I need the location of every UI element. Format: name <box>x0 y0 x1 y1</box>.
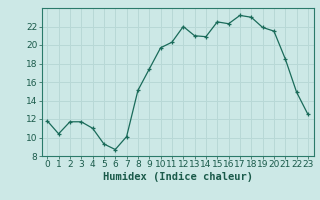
X-axis label: Humidex (Indice chaleur): Humidex (Indice chaleur) <box>103 172 252 182</box>
